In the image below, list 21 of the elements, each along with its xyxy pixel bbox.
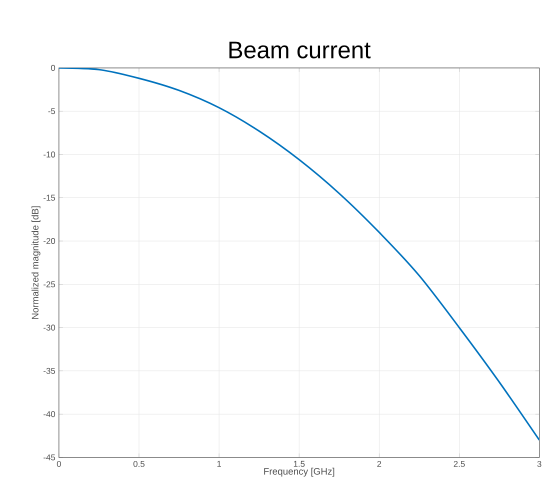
x-tick-label: 3 [537, 460, 542, 467]
chart-title: Beam current [229, 42, 371, 58]
y-tick-label: -25 [44, 281, 56, 288]
y-tick-label: -40 [44, 410, 56, 417]
x-tick-label: 2 [377, 460, 382, 467]
x-axis-title: Frequency [GHz] [264, 468, 334, 476]
y-tick-label: -10 [44, 151, 56, 158]
y-tick-label: -30 [44, 324, 56, 330]
y-tick-label: -15 [44, 194, 56, 201]
y-tick-label: -20 [44, 238, 56, 244]
y-tick-label: 0 [51, 64, 56, 71]
x-tick-label: 0 [56, 460, 61, 467]
x-tick-label: 0.5 [133, 460, 145, 467]
y-tick-label: -35 [44, 368, 56, 374]
x-tick-label: 2.5 [454, 460, 465, 467]
y-axis-title: Normalized magnitude [dB] [32, 206, 40, 319]
x-tick-label: 1 [217, 460, 222, 467]
y-tick-label: -5 [48, 108, 56, 114]
y-tick-label: -45 [44, 454, 56, 460]
x-tick-label: 1.5 [294, 460, 305, 467]
line-series [58, 68, 540, 441]
